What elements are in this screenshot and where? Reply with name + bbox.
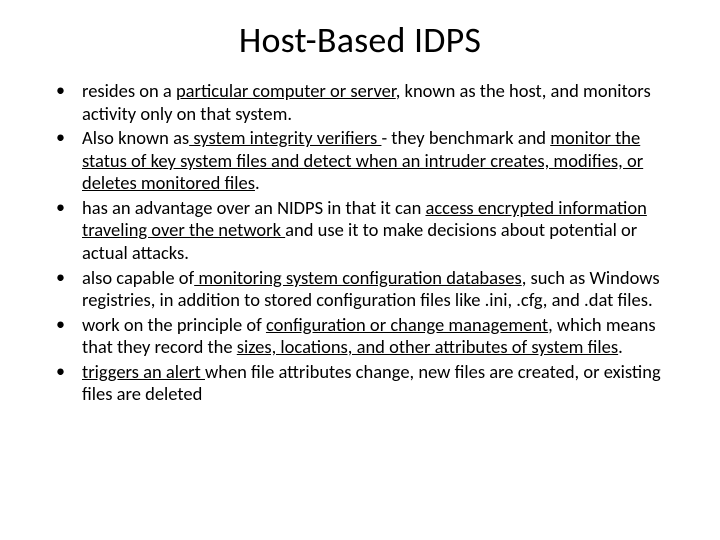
bullet-item: has an advantage over an NIDPS in that i…	[56, 197, 682, 265]
text-segment: has an advantage over an NIDPS in that i…	[82, 196, 425, 219]
text-segment: .	[618, 335, 623, 358]
text-segment: also capable of	[82, 266, 194, 289]
text-segment: resides on a	[82, 79, 176, 102]
text-segment: configuration or change management	[266, 313, 548, 336]
text-segment: - they benchmark and	[381, 126, 550, 149]
bullet-item: triggers an alert when file attributes c…	[56, 361, 682, 406]
bullet-list: resides on a particular computer or serv…	[38, 80, 682, 406]
slide-title: Host-Based IDPS	[38, 18, 682, 62]
text-segment: sizes, locations, and other attributes o…	[237, 335, 618, 358]
text-segment: Also known as	[82, 126, 189, 149]
text-segment: triggers an alert	[82, 360, 205, 383]
text-segment: monitoring system configuration database…	[194, 266, 522, 289]
bullet-item: also capable of monitoring system config…	[56, 267, 682, 312]
text-segment: particular computer or server	[176, 79, 396, 102]
text-segment: system integrity verifiers	[189, 126, 381, 149]
bullet-item: work on the principle of configuration o…	[56, 314, 682, 359]
bullet-item: resides on a particular computer or serv…	[56, 80, 682, 125]
bullet-item: Also known as system integrity verifiers…	[56, 127, 682, 195]
text-segment: work on the principle of	[82, 313, 266, 336]
text-segment: .	[255, 171, 260, 194]
